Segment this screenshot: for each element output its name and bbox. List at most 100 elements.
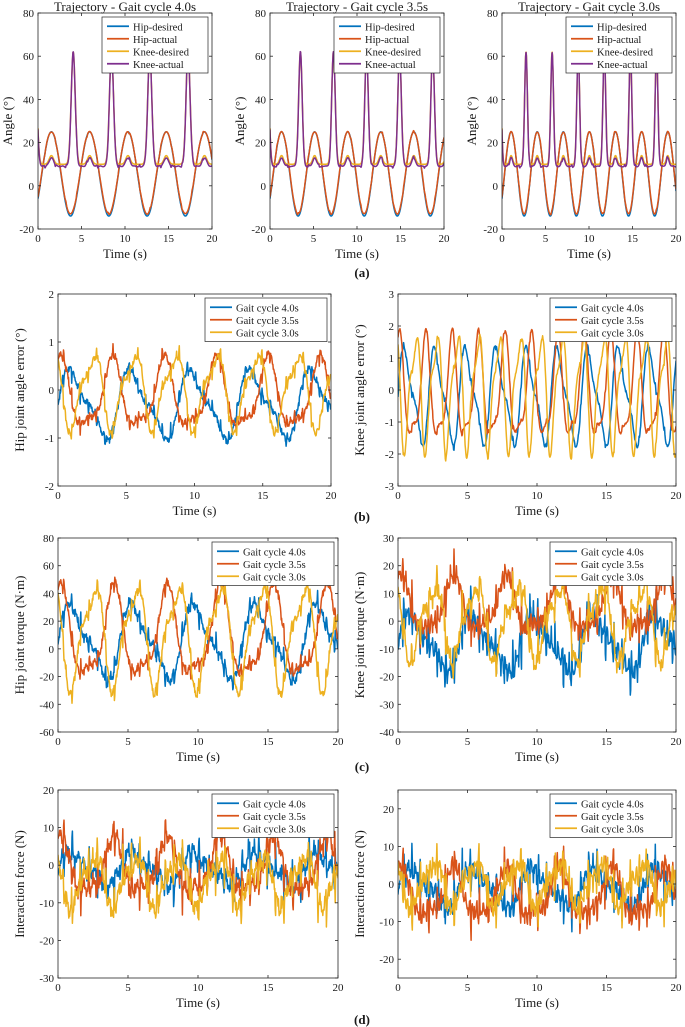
x-tick-label: 20 — [671, 233, 683, 245]
y-tick-label: 40 — [23, 94, 35, 106]
x-tick-label: 15 — [601, 982, 613, 994]
legend-entry: Gait cycle 3.0s — [581, 572, 644, 583]
y-tick-label: 10 — [43, 823, 55, 835]
y-axis-label: Interaction force (N) — [12, 830, 27, 938]
x-tick-label: 5 — [465, 490, 471, 502]
x-axis-label: Time (s) — [515, 749, 559, 764]
y-axis-label: Hip joint torque (N·m) — [12, 576, 27, 695]
series-line-c2-0 — [398, 585, 676, 696]
x-tick-label: 10 — [193, 736, 205, 748]
x-tick-label: 15 — [257, 490, 269, 502]
y-tick-label: 60 — [23, 51, 35, 63]
y-tick-label: 80 — [23, 8, 35, 20]
x-axis-label: Time (s) — [335, 246, 379, 261]
y-tick-label: -30 — [379, 699, 394, 711]
x-tick-label: 10 — [532, 736, 544, 748]
y-tick-label: 40 — [255, 94, 267, 106]
y-tick-label: 10 — [383, 588, 395, 600]
legend-entry: Gait cycle 4.0s — [243, 547, 306, 558]
x-tick-label: 0 — [35, 233, 41, 245]
x-axis-label: Time (s) — [176, 749, 220, 764]
x-tick-label: 15 — [601, 490, 613, 502]
x-tick-label: 20 — [207, 233, 219, 245]
y-axis-label: Angle (°) — [232, 97, 247, 146]
legend-entry: Hip-desired — [133, 22, 183, 33]
y-tick-label: -20 — [39, 672, 54, 684]
y-tick-label: 0 — [493, 181, 499, 193]
y-axis-label: Hip joint angle error (°) — [12, 328, 27, 452]
x-tick-label: 5 — [465, 736, 471, 748]
panel-label-c: (c) — [355, 759, 369, 774]
x-tick-label: 20 — [671, 982, 683, 994]
series-line-d2-2 — [398, 842, 676, 931]
legend-entry: Gait cycle 3.5s — [236, 316, 299, 327]
x-tick-label: 0 — [499, 233, 505, 245]
legend-entry: Hip-actual — [597, 35, 641, 46]
legend-entry: Gait cycle 4.0s — [243, 799, 306, 810]
y-tick-label: 20 — [383, 561, 395, 573]
x-tick-label: 15 — [395, 233, 407, 245]
legend-entry: Hip-actual — [133, 35, 177, 46]
y-tick-label: 20 — [255, 138, 267, 150]
series-line-b1-2 — [58, 345, 331, 440]
series-line-a1-3 — [38, 49, 212, 169]
x-tick-label: 15 — [627, 233, 639, 245]
legend-entry: Gait cycle 3.5s — [243, 812, 306, 823]
y-axis-label: Knee joint torque (N·m) — [352, 572, 367, 699]
y-tick-label: -10 — [379, 644, 394, 656]
x-tick-label: 10 — [584, 233, 596, 245]
legend-entry: Gait cycle 3.0s — [243, 572, 306, 583]
legend-entry: Gait cycle 3.5s — [581, 316, 644, 327]
y-tick-label: -60 — [39, 727, 54, 739]
chart-b1: 0 5 10 15 20 -2 -1 0 1 2 Time (s) Hip joint angle e… — [12, 289, 337, 518]
x-tick-label: 0 — [395, 982, 401, 994]
x-tick-label: 20 — [333, 736, 345, 748]
y-tick-label: -20 — [19, 224, 34, 236]
x-axis-label: Time (s) — [176, 995, 220, 1010]
plot-title: Trajectory - Gait cycle 3.0s — [518, 0, 660, 14]
y-tick-label: -1 — [45, 433, 54, 445]
y-tick-label: 2 — [49, 289, 55, 301]
y-tick-label: -10 — [39, 898, 54, 910]
legend-entry: Knee-desired — [597, 47, 654, 58]
x-tick-label: 10 — [120, 233, 132, 245]
y-axis-label: Knee joint angle error (°) — [352, 324, 367, 456]
y-axis-label: Angle (°) — [464, 97, 479, 146]
series-line-a1-1 — [38, 130, 212, 215]
series-line-a1-0 — [38, 131, 212, 217]
x-tick-label: 20 — [671, 490, 683, 502]
legend-entry: Gait cycle 4.0s — [581, 303, 644, 314]
y-tick-label: 20 — [43, 785, 55, 797]
y-tick-label: 60 — [255, 51, 267, 63]
x-tick-label: 0 — [395, 736, 401, 748]
y-tick-label: -3 — [385, 481, 395, 493]
legend-entry: Gait cycle 3.0s — [581, 328, 644, 339]
x-tick-label: 15 — [163, 233, 175, 245]
x-tick-label: 10 — [352, 233, 364, 245]
series-line-a2-3 — [270, 50, 444, 169]
x-tick-label: 15 — [263, 982, 275, 994]
y-tick-label: 20 — [43, 616, 55, 628]
x-tick-label: 5 — [124, 490, 130, 502]
y-tick-label: 80 — [255, 8, 267, 20]
y-tick-label: -2 — [45, 481, 54, 493]
y-tick-label: -30 — [39, 973, 54, 985]
y-tick-label: 0 — [49, 860, 55, 872]
x-tick-label: 15 — [263, 736, 275, 748]
legend-entry: Gait cycle 4.0s — [581, 547, 644, 558]
series-line-a3-3 — [502, 49, 676, 169]
x-axis-label: Time (s) — [515, 995, 559, 1010]
y-tick-label: 0 — [389, 616, 395, 628]
x-tick-label: 0 — [55, 490, 61, 502]
x-axis-label: Time (s) — [173, 503, 217, 518]
x-tick-label: 20 — [333, 982, 345, 994]
series-line-c2-2 — [398, 564, 676, 680]
y-tick-label: -10 — [379, 917, 394, 929]
y-tick-label: 0 — [261, 181, 267, 193]
y-tick-label: 80 — [487, 8, 499, 20]
y-tick-label: 40 — [43, 588, 55, 600]
